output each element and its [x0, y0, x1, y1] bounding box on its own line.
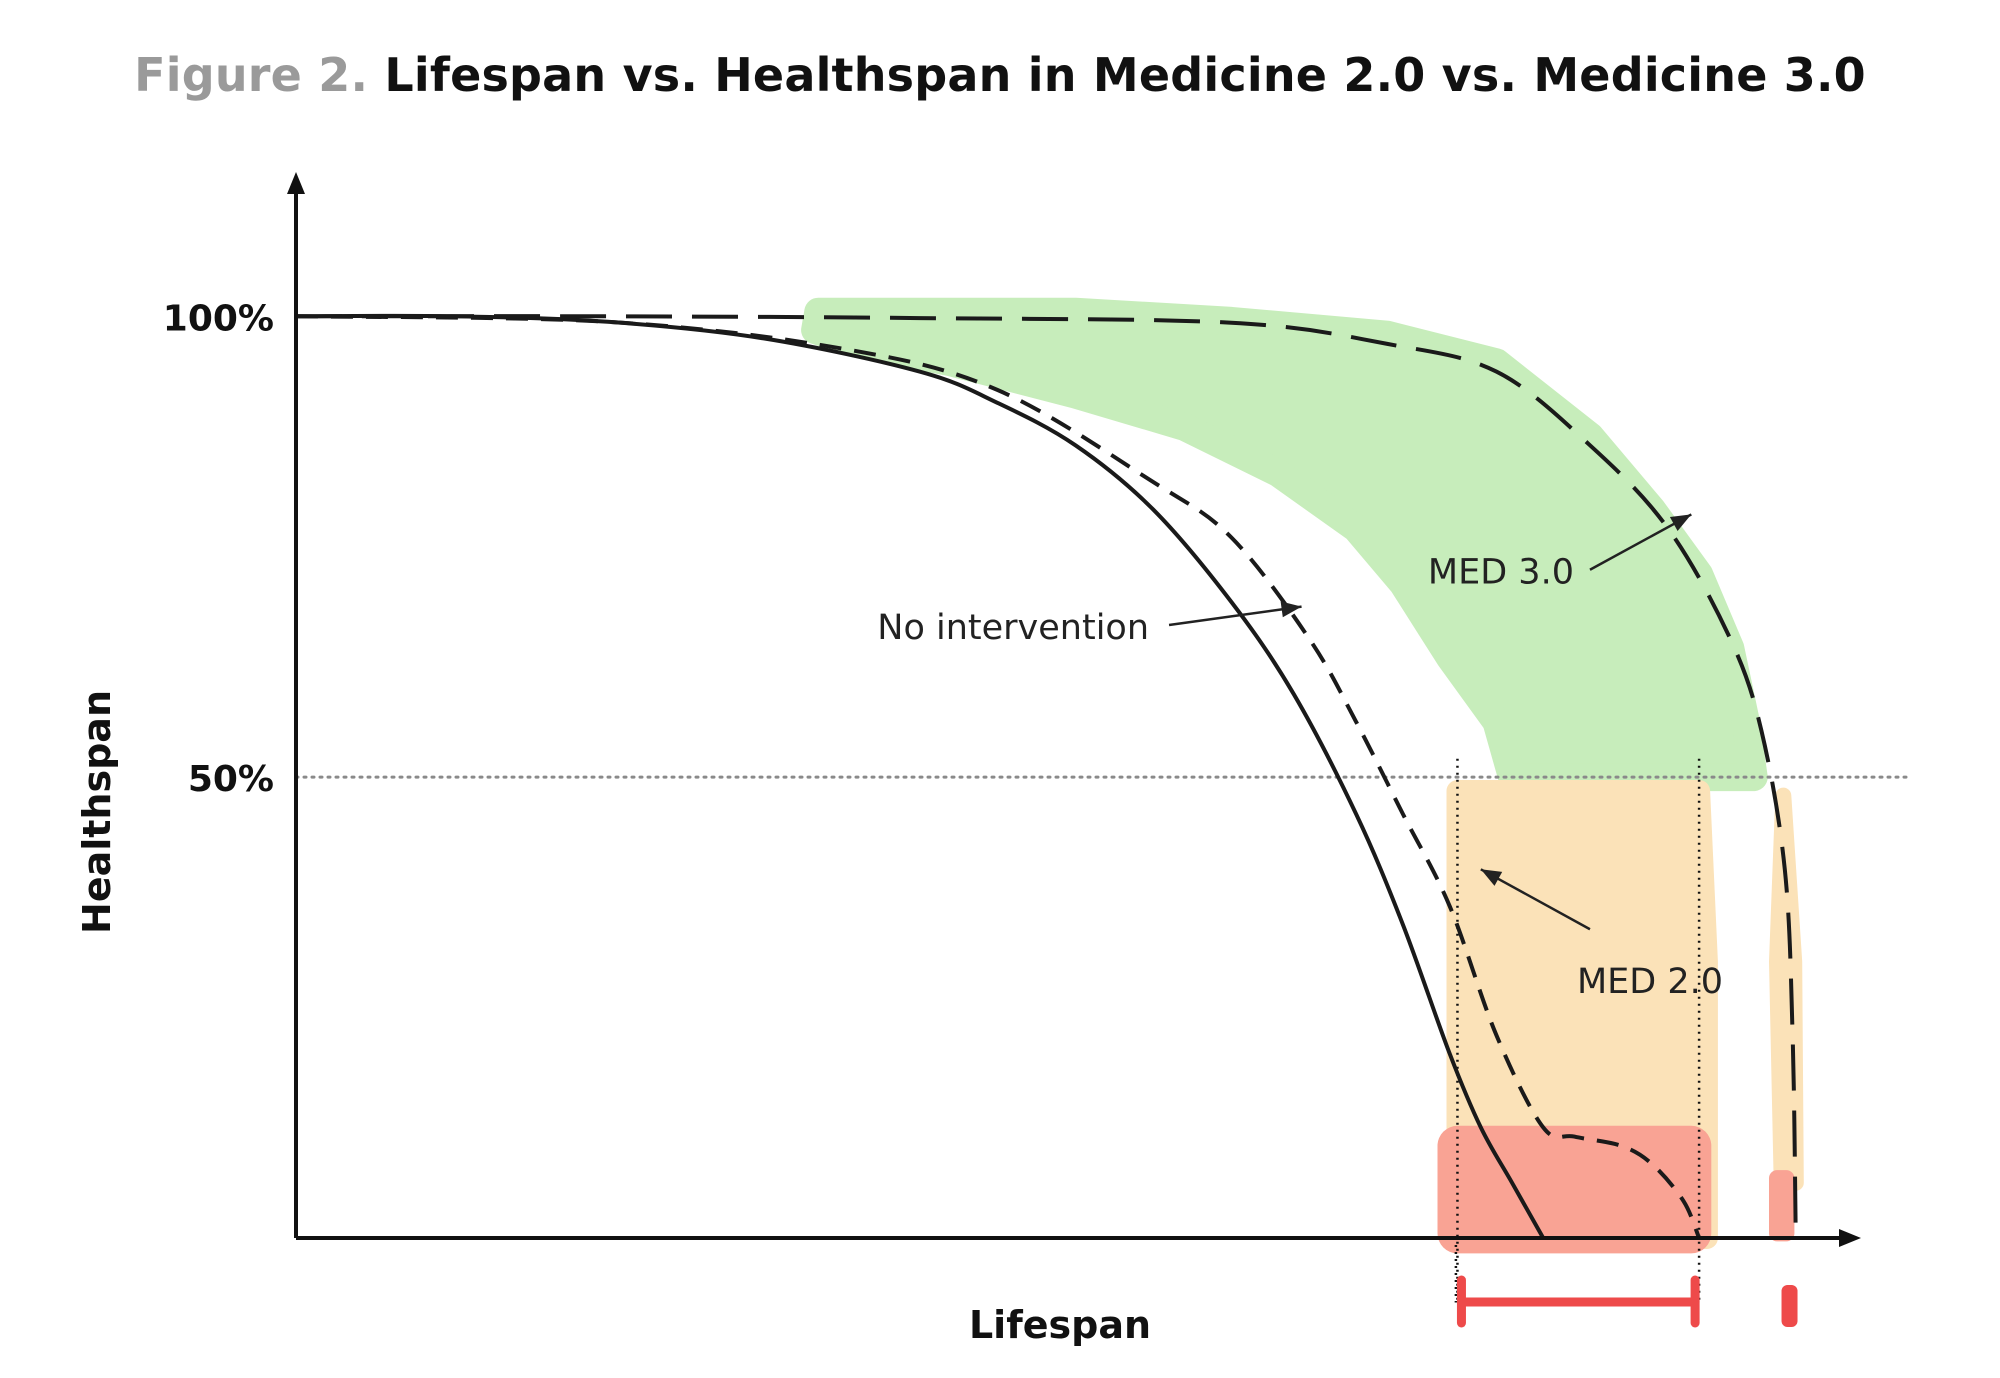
med-2-0-arrow: [1480, 868, 1591, 931]
x-axis-arrow: [1839, 1229, 1861, 1247]
y-axis-arrow: [287, 172, 305, 194]
y-tick-label-1: 100%: [163, 298, 274, 339]
med-3-0-arrowhead: [1669, 514, 1692, 531]
y-tick-label-2: 50%: [188, 759, 274, 800]
med-2-0-label: MED 2.0: [1577, 962, 1723, 1002]
labels-group: 100% 50% Lifespan Healthspan No intervention…: [75, 298, 1798, 1347]
y-axis-label: Healthspan: [75, 690, 119, 934]
guide-lines: [294, 758, 1912, 1303]
no-intervention-arrowhead: [1280, 601, 1302, 618]
figure-number: Figure 2.: [134, 48, 369, 102]
x-axis-label: Lifespan: [969, 1303, 1151, 1347]
highlight-regions: [801, 297, 1804, 1254]
med-3-0-label: MED 3.0: [1428, 553, 1574, 593]
figure-title-text: Lifespan vs. Healthspan in Medicine 2.0 …: [384, 48, 1866, 102]
curve-med-3-0: [295, 314, 1798, 1239]
no-intervention-arrow: [1168, 605, 1302, 627]
decline-highlight-region: [1437, 1125, 1712, 1254]
curve-med-2-0: [295, 314, 1701, 1239]
curves-group: [295, 313, 1798, 1239]
no-intervention-label: No intervention: [877, 608, 1149, 648]
figure-title: Figure 2. Lifespan vs. Healthspan in Med…: [0, 48, 2000, 102]
med-2-0-arrowhead: [1480, 869, 1503, 886]
med3-lifespan-marker: [1781, 1285, 1798, 1327]
axes-group: [287, 172, 1861, 1247]
decline-strip-highlight: [1769, 1170, 1795, 1242]
